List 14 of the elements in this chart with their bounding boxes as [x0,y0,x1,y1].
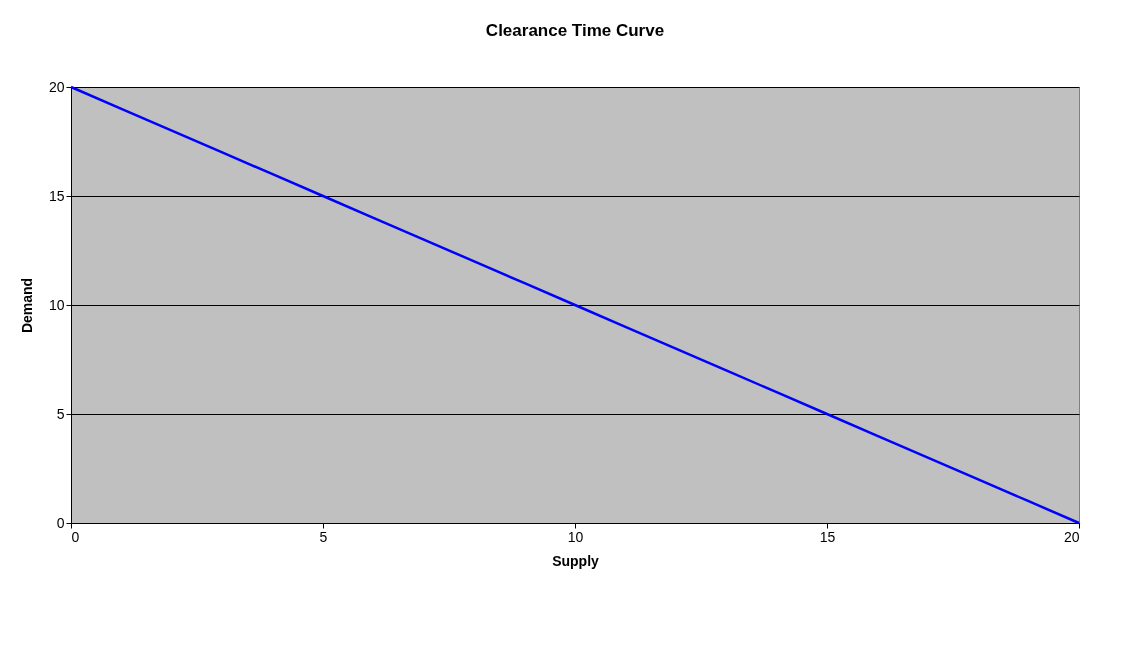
line-series [69,85,1081,525]
y-tick-label: 15 [48,187,65,204]
x-tick-label: 0 [71,528,80,545]
x-tick-label: 20 [1063,528,1080,545]
x-tick-label: 15 [819,528,836,545]
x-tick-label: 10 [567,528,584,545]
chart-title: Clearance Time Curve [485,21,665,40]
y-tick-label: 5 [56,405,65,422]
y-axis-title: Demand [18,277,35,334]
y-tick-label: 0 [56,514,65,531]
y-tick-label: 10 [48,296,65,313]
x-axis-title: Supply [552,552,600,569]
x-tick-label: 5 [319,528,328,545]
y-tick-label: 20 [48,78,65,95]
